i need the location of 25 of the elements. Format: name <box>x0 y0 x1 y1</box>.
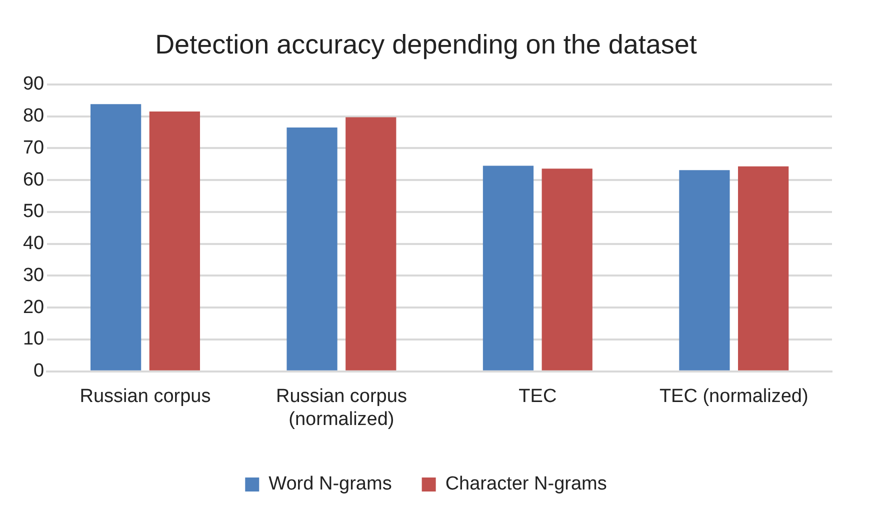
bar <box>149 112 200 370</box>
legend-label: Word N-grams <box>268 474 392 495</box>
x-tick-label: Russian corpus (normalized) <box>276 386 407 430</box>
y-tick-label: 0 <box>34 360 44 382</box>
x-tick-label: TEC <box>518 386 557 408</box>
bar <box>346 117 396 370</box>
bar <box>738 166 789 370</box>
bar <box>482 166 534 370</box>
bar <box>679 170 730 370</box>
bar <box>286 127 338 370</box>
y-tick-label: 30 <box>22 264 44 286</box>
bar <box>90 104 142 370</box>
y-tick-label: 10 <box>22 328 44 350</box>
y-tick-label: 20 <box>22 296 44 318</box>
y-tick-label: 60 <box>22 169 44 190</box>
y-tick-label: 70 <box>22 137 44 158</box>
bar <box>542 168 592 370</box>
chart-title: Detection accuracy depending on the dataset <box>155 30 698 60</box>
y-tick-label: 90 <box>22 74 44 95</box>
y-tick-label: 40 <box>22 233 44 254</box>
legend-label: Character N-grams <box>445 474 607 495</box>
x-tick-label: Russian corpus <box>80 386 211 408</box>
y-tick-label: 80 <box>22 106 44 127</box>
y-tick-label: 50 <box>22 201 44 222</box>
x-tick-label: TEC (normalized) <box>659 386 808 408</box>
